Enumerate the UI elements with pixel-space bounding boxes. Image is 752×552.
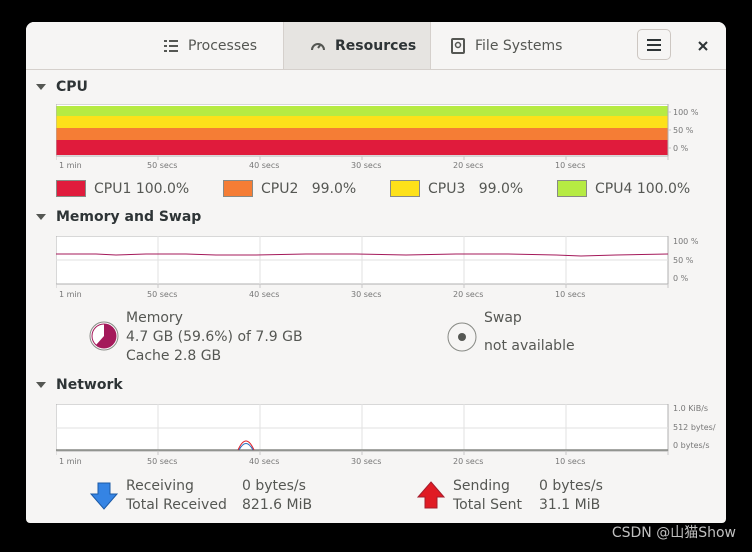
tab-processes-label: Processes <box>188 37 258 54</box>
cpu4-value: 100.0% <box>636 180 691 197</box>
watermark: CSDN @山猫Show <box>611 525 736 541</box>
cpu-graph: 1 min 50 secs 40 secs 30 secs 20 secs 10… <box>56 104 699 170</box>
tab-processes[interactable]: Processes <box>163 22 283 69</box>
memory-pie-icon[interactable] <box>89 321 119 351</box>
y-tick: 0 % <box>673 274 689 283</box>
time-tick: 30 secs <box>351 161 381 170</box>
time-tick: 10 secs <box>555 161 585 170</box>
cpu4-color-swatch[interactable] <box>557 180 587 197</box>
tab-file-systems-label: File Systems <box>475 37 563 54</box>
disk-icon <box>451 37 465 54</box>
swap-status: not available <box>484 338 575 354</box>
time-tick: 20 secs <box>453 161 483 170</box>
time-tick: 10 secs <box>555 290 585 299</box>
cpu3-legend[interactable]: CPU3 99.0% <box>390 180 523 197</box>
sending-value: 0 bytes/s <box>539 478 603 494</box>
receiving-arrow-icon[interactable] <box>89 481 119 511</box>
memory-section-title: Memory and Swap <box>56 209 202 225</box>
y-tick: 0 % <box>673 144 689 153</box>
sending-line <box>237 440 255 451</box>
system-monitor-window: Processes Resources File Systems <box>26 22 726 523</box>
expander-icon <box>36 84 46 90</box>
cpu2-legend[interactable]: CPU2 99.0% <box>223 180 356 197</box>
tab-resources-label: Resources <box>335 37 417 54</box>
y-tick: 100 % <box>673 108 699 117</box>
network-section-title: Network <box>56 377 123 393</box>
cpu1-color-swatch[interactable] <box>56 180 86 197</box>
sending-arrow-icon[interactable] <box>416 480 446 510</box>
y-tick: 512 bytes/s <box>673 423 716 432</box>
receiving-value: 0 bytes/s <box>242 478 306 494</box>
cpu4-band <box>56 106 668 116</box>
y-tick: 100 % <box>673 237 699 246</box>
gauge-icon <box>311 42 325 50</box>
time-tick: 1 min <box>59 290 82 299</box>
cpu4-legend[interactable]: CPU4 100.0% <box>557 180 690 197</box>
cpu3-color-swatch[interactable] <box>390 180 420 197</box>
time-tick: 20 secs <box>453 290 483 299</box>
memory-section-header[interactable]: Memory and Swap <box>36 209 201 225</box>
expander-icon <box>36 382 46 388</box>
memory-graph: 1 min 50 secs 40 secs 30 secs 20 secs 10… <box>56 236 699 299</box>
y-tick: 50 % <box>673 256 694 265</box>
total-sent-label: Total Sent <box>453 497 523 513</box>
cpu1-legend[interactable]: CPU1 100.0% <box>56 180 189 197</box>
time-tick: 1 min <box>59 161 82 170</box>
time-tick: 1 min <box>59 457 82 466</box>
list-icon <box>164 39 178 52</box>
y-tick: 50 % <box>673 126 694 135</box>
time-tick: 40 secs <box>249 290 279 299</box>
cpu1-band <box>56 140 668 155</box>
cpu2-value: 99.0% <box>311 180 357 197</box>
tab-file-systems[interactable]: File Systems <box>450 22 590 69</box>
cpu4-name: CPU4 <box>595 180 633 197</box>
close-icon <box>698 41 708 51</box>
cpu2-color-swatch[interactable] <box>223 180 253 197</box>
main-menu-button[interactable] <box>637 29 671 60</box>
time-tick: 20 secs <box>453 457 483 466</box>
network-section-header[interactable]: Network <box>36 377 123 393</box>
cpu3-name: CPU3 <box>428 180 466 197</box>
sending-label: Sending <box>453 478 510 494</box>
total-received-value: 821.6 MiB <box>242 497 313 513</box>
total-sent-value: 31.1 MiB <box>539 497 601 513</box>
expander-icon <box>36 214 46 220</box>
cpu2-band <box>56 128 668 140</box>
time-tick: 50 secs <box>147 161 177 170</box>
header-bar: Processes Resources File Systems <box>26 22 726 70</box>
cpu3-value: 99.0% <box>478 180 524 197</box>
cpu3-band <box>56 116 668 128</box>
network-graph: 1 min 50 secs 40 secs 30 secs 20 secs 10… <box>56 404 716 466</box>
time-tick: 50 secs <box>147 457 177 466</box>
memory-label: Memory <box>126 310 183 326</box>
cpu1-name: CPU1 <box>94 180 132 197</box>
swap-pie-icon[interactable] <box>447 322 477 352</box>
cpu-section-header[interactable]: CPU <box>36 79 88 95</box>
y-tick: 1.0 KiB/s <box>673 404 708 413</box>
close-button[interactable] <box>691 34 715 58</box>
time-tick: 50 secs <box>147 290 177 299</box>
time-tick: 30 secs <box>351 290 381 299</box>
receiving-label: Receiving <box>126 478 194 494</box>
time-tick: 10 secs <box>555 457 585 466</box>
total-received-label: Total Received <box>126 497 227 513</box>
memory-usage-line <box>56 253 669 257</box>
hamburger-icon <box>647 38 661 51</box>
time-tick: 40 secs <box>249 161 279 170</box>
cpu2-name: CPU2 <box>261 180 299 197</box>
memory-usage: 4.7 GB (59.6%) of 7.9 GB <box>126 329 303 345</box>
time-tick: 30 secs <box>351 457 381 466</box>
y-tick: 0 bytes/s <box>673 441 710 450</box>
memory-cache: Cache 2.8 GB <box>126 348 222 364</box>
receiving-line <box>238 443 254 451</box>
swap-label: Swap <box>484 310 522 326</box>
tab-resources[interactable]: Resources <box>283 22 431 69</box>
cpu1-value: 100.0% <box>135 180 190 197</box>
time-tick: 40 secs <box>249 457 279 466</box>
cpu-section-title: CPU <box>56 79 88 95</box>
